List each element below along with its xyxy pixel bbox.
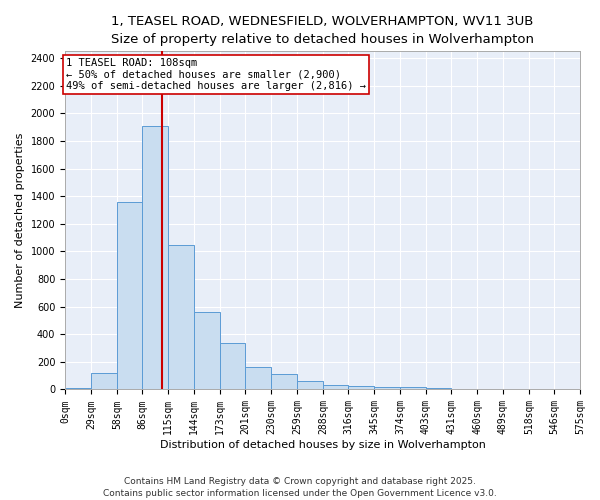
Bar [117, 202, 142, 390]
X-axis label: Distribution of detached houses by size in Wolverhampton: Distribution of detached houses by size … [160, 440, 485, 450]
Bar [348, 386, 374, 390]
Bar [554, 389, 580, 390]
Y-axis label: Number of detached properties: Number of detached properties [15, 132, 25, 308]
Title: 1, TEASEL ROAD, WEDNESFIELD, WOLVERHAMPTON, WV11 3UB
Size of property relative t: 1, TEASEL ROAD, WEDNESFIELD, WOLVERHAMPT… [111, 15, 534, 46]
Bar [194, 312, 220, 390]
Bar [400, 388, 425, 390]
Bar [271, 374, 297, 390]
Bar [323, 384, 348, 390]
Bar [245, 366, 271, 390]
Bar [451, 389, 477, 390]
Bar [142, 126, 168, 390]
Bar [297, 381, 323, 390]
Bar [91, 373, 117, 390]
Bar [65, 388, 91, 390]
Bar [168, 244, 194, 390]
Bar [426, 388, 451, 390]
Bar [220, 343, 245, 390]
Text: 1 TEASEL ROAD: 108sqm
← 50% of detached houses are smaller (2,900)
49% of semi-d: 1 TEASEL ROAD: 108sqm ← 50% of detached … [66, 58, 366, 92]
Bar [374, 386, 400, 390]
Text: Contains HM Land Registry data © Crown copyright and database right 2025.
Contai: Contains HM Land Registry data © Crown c… [103, 476, 497, 498]
